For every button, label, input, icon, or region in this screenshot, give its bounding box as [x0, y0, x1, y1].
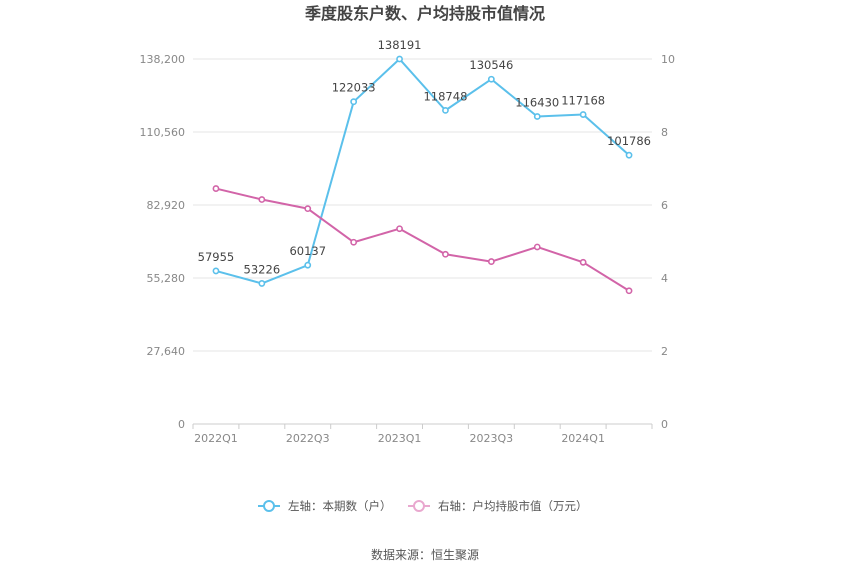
right-tick-label: 0	[661, 418, 668, 431]
series-1-point	[258, 196, 266, 203]
x-tick-label: 2023Q3	[470, 432, 514, 445]
left-tick-label: 0	[178, 418, 185, 431]
series-0-point	[304, 261, 312, 269]
series-line-0	[215, 58, 630, 285]
chart-title: 季度股东户数、户均持股市值情况	[304, 4, 545, 23]
legend-market-value-marker	[413, 500, 425, 512]
data-source: 数据来源：恒生聚源	[371, 547, 479, 562]
right-tick-label: 6	[661, 199, 668, 212]
series-1-point	[396, 225, 403, 233]
left-tick-label: 82,920	[147, 199, 186, 212]
data-label: 138191	[378, 38, 422, 52]
series-1-point	[350, 238, 358, 246]
legend: 左轴：本期数（户） 右轴：户均持股市值（万元）	[258, 499, 588, 513]
right-axis-ticks: 0 2 4 6 8 10	[661, 53, 675, 431]
data-label: 122033	[332, 81, 376, 95]
left-tick-label: 55,280	[147, 272, 186, 285]
series-0-point	[258, 280, 266, 287]
series-0-point	[625, 151, 633, 159]
left-tick-label: 110,560	[140, 126, 186, 139]
left-tick-label: 27,640	[147, 345, 186, 358]
series-0-point	[487, 75, 495, 83]
legend-market-value-label: 右轴：户均持股市值（万元）	[438, 499, 588, 513]
series-1-point	[304, 205, 312, 213]
data-label: 130546	[469, 58, 513, 72]
series-line-1	[215, 187, 630, 292]
series-0-point	[442, 106, 449, 114]
series-1-point	[487, 258, 495, 265]
legend-item-households[interactable]: 左轴：本期数（户）	[258, 499, 392, 513]
data-label: 57955	[198, 250, 235, 264]
series-1-point	[212, 185, 220, 192]
series-0-point	[533, 113, 541, 120]
legend-households-label: 左轴：本期数（户）	[288, 499, 392, 513]
data-labels: 57955 53226 60137 122033 138191 118748 130546 1…	[198, 38, 651, 276]
x-tick-label: 2024Q1	[561, 432, 605, 445]
legend-item-market-value[interactable]: 右轴：户均持股市值（万元）	[408, 499, 588, 513]
series-1-point	[442, 250, 449, 258]
x-tick-label: 2023Q1	[378, 432, 422, 445]
series-0-point	[212, 267, 220, 275]
data-label: 60137	[289, 244, 326, 258]
series-0-point	[350, 98, 358, 106]
left-axis-ticks: 0 27,640 55,280 82,920 110,560 138,200	[140, 53, 186, 431]
series-1-point	[579, 258, 587, 266]
x-tick-label: 2022Q3	[286, 432, 330, 445]
x-axis-ticks: 2022Q1 2022Q3 2023Q1 2023Q3 2024Q1	[192, 424, 653, 445]
right-tick-label: 8	[661, 126, 668, 139]
right-tick-label: 2	[661, 345, 668, 358]
data-label: 117168	[561, 94, 605, 108]
legend-households-marker	[263, 500, 275, 512]
series-layer	[212, 55, 633, 295]
right-tick-label: 10	[661, 53, 675, 66]
data-label: 118748	[423, 89, 467, 103]
data-label: 101786	[607, 134, 651, 148]
right-tick-label: 4	[661, 272, 668, 285]
x-tick-label: 2022Q1	[194, 432, 238, 445]
series-0-point	[579, 111, 587, 118]
series-1-point	[625, 287, 633, 295]
data-label: 53226	[244, 262, 281, 276]
grid-lines	[193, 58, 652, 425]
data-label: 116430	[515, 95, 559, 109]
series-0-point	[396, 55, 403, 63]
left-tick-label: 138,200	[140, 53, 186, 66]
series-1-point	[533, 243, 541, 251]
